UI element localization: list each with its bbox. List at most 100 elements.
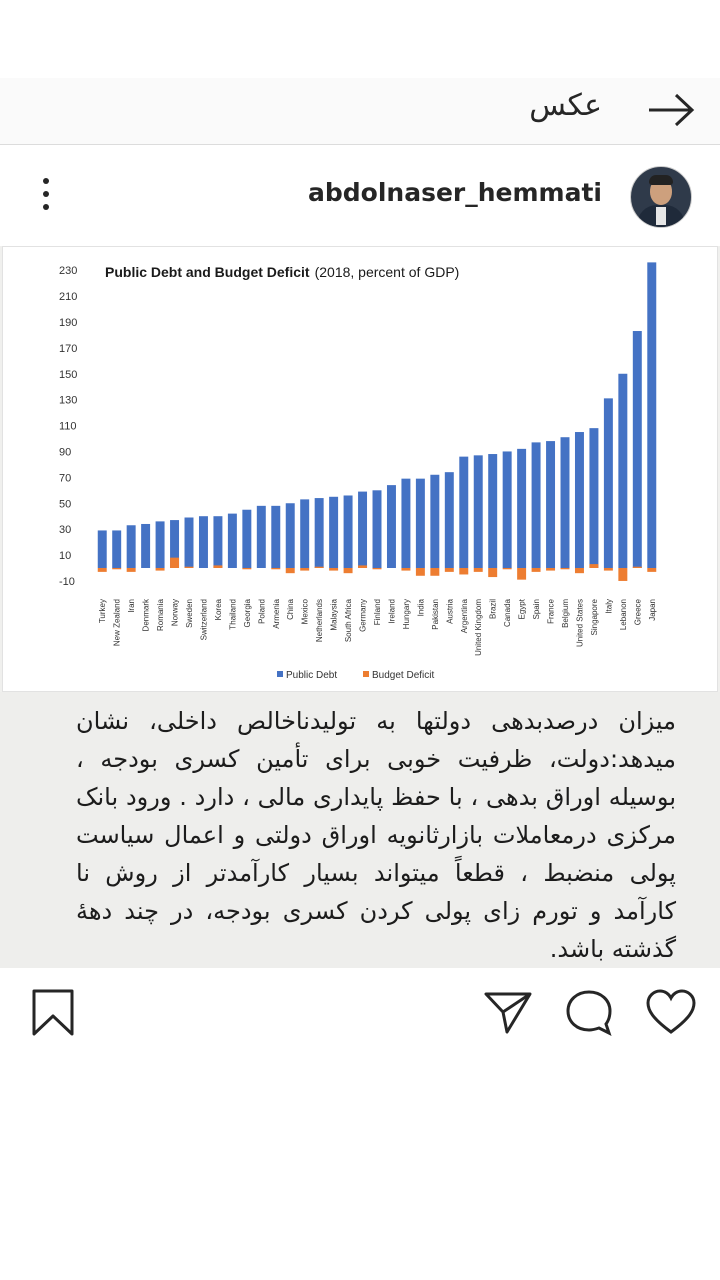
bar-public-debt bbox=[343, 495, 353, 568]
heart-icon[interactable] bbox=[646, 988, 696, 1038]
bar-public-debt bbox=[242, 509, 252, 568]
bar-budget-deficit bbox=[560, 568, 570, 570]
legend-swatch bbox=[277, 671, 283, 677]
post-image: Public Debt and Budget Deficit (2018, per… bbox=[0, 246, 720, 968]
bar-budget-deficit bbox=[459, 568, 469, 575]
x-tick-label: Armenia bbox=[272, 598, 281, 628]
y-tick-label: 70 bbox=[59, 472, 71, 484]
post-caption: میزان درصدبدهی دولتها به تولیدناخالص داخ… bbox=[76, 707, 676, 963]
bar-public-debt bbox=[126, 525, 136, 568]
y-tick-label: -10 bbox=[59, 576, 75, 588]
x-tick-label: Italy bbox=[604, 599, 613, 614]
bar-budget-deficit bbox=[170, 557, 180, 568]
bar-budget-deficit bbox=[546, 568, 556, 571]
bar-budget-deficit bbox=[213, 565, 223, 568]
bar-public-debt bbox=[517, 448, 527, 568]
bar-public-debt bbox=[141, 523, 151, 568]
x-tick-label: Mexico bbox=[301, 598, 310, 624]
y-tick-label: 130 bbox=[59, 395, 77, 407]
bar-budget-deficit bbox=[603, 568, 613, 571]
y-tick-label: 190 bbox=[59, 317, 77, 329]
bar-budget-deficit bbox=[401, 568, 411, 571]
y-tick-label: 10 bbox=[59, 550, 71, 562]
y-tick-label: 210 bbox=[59, 291, 77, 303]
more-vertical-icon[interactable] bbox=[36, 178, 56, 218]
bar-budget-deficit bbox=[358, 565, 368, 568]
x-tick-label: Iran bbox=[127, 599, 136, 613]
bar-public-debt bbox=[459, 456, 469, 568]
bar-budget-deficit bbox=[329, 568, 339, 571]
bar-public-debt bbox=[473, 455, 483, 568]
avatar[interactable] bbox=[630, 166, 692, 228]
bar-public-debt bbox=[531, 442, 541, 568]
bar-budget-deficit bbox=[531, 568, 541, 572]
legend-label: Public Debt bbox=[286, 670, 337, 681]
comment-icon[interactable] bbox=[564, 988, 614, 1038]
x-tick-label: Denmark bbox=[142, 598, 151, 631]
x-tick-label: Thailand bbox=[228, 599, 237, 630]
bar-budget-deficit bbox=[444, 568, 454, 572]
bar-budget-deficit bbox=[618, 568, 628, 581]
bar-public-debt bbox=[314, 498, 324, 568]
x-tick-label: Poland bbox=[257, 599, 266, 624]
x-tick-label: Belgium bbox=[561, 599, 570, 628]
bar-budget-deficit bbox=[502, 568, 512, 570]
arrow-right-icon[interactable] bbox=[646, 90, 698, 130]
bar-public-debt bbox=[444, 472, 454, 568]
x-tick-label: France bbox=[547, 598, 556, 623]
x-tick-label: India bbox=[416, 598, 425, 616]
bar-public-debt bbox=[184, 517, 194, 568]
bar-budget-deficit bbox=[126, 568, 136, 572]
x-tick-label: Turkey bbox=[98, 599, 107, 623]
bar-budget-deficit bbox=[285, 568, 295, 574]
bar-budget-deficit bbox=[488, 568, 498, 578]
bar-public-debt bbox=[574, 432, 584, 568]
x-tick-label: Pakistan bbox=[431, 599, 440, 630]
x-tick-label: Germany bbox=[359, 599, 368, 632]
bar-public-debt bbox=[213, 516, 223, 568]
bar-public-debt bbox=[112, 530, 122, 568]
bar-budget-deficit bbox=[415, 568, 425, 576]
x-tick-label: Spain bbox=[532, 599, 541, 619]
x-tick-label: Ireland bbox=[387, 599, 396, 623]
username[interactable]: abdolnaser_hemmati bbox=[308, 178, 602, 207]
bar-budget-deficit bbox=[517, 568, 527, 580]
bar-public-debt bbox=[271, 505, 281, 568]
x-tick-label: Argentina bbox=[460, 598, 469, 633]
y-tick-label: 230 bbox=[59, 265, 77, 277]
x-tick-label: Hungary bbox=[402, 599, 411, 629]
bar-budget-deficit bbox=[430, 568, 440, 576]
legend-swatch bbox=[363, 671, 369, 677]
bar-public-debt bbox=[198, 516, 208, 568]
x-tick-label: Lebanon bbox=[619, 599, 628, 630]
chart-title: Public Debt and Budget Deficit (2018, per… bbox=[105, 264, 459, 280]
chart-container: Public Debt and Budget Deficit (2018, per… bbox=[2, 246, 718, 692]
send-icon[interactable] bbox=[483, 988, 533, 1038]
x-tick-label: Norway bbox=[171, 599, 180, 626]
bar-budget-deficit bbox=[242, 568, 252, 570]
bar-public-debt bbox=[97, 530, 107, 568]
x-tick-label: Austria bbox=[445, 598, 454, 623]
bar-public-debt bbox=[155, 521, 165, 568]
bar-public-debt bbox=[415, 478, 425, 568]
bar-public-debt bbox=[502, 451, 512, 568]
y-tick-label: 110 bbox=[59, 421, 77, 433]
x-tick-label: South Africa bbox=[344, 598, 353, 642]
x-tick-label: Greece bbox=[633, 598, 642, 625]
caption-area: میزان درصدبدهی دولتها به تولیدناخالص داخ… bbox=[0, 692, 720, 968]
x-tick-label: Finland bbox=[373, 599, 382, 625]
bar-budget-deficit bbox=[647, 568, 657, 572]
bookmark-icon[interactable] bbox=[28, 988, 78, 1038]
x-tick-label: Switzerland bbox=[199, 599, 208, 640]
bar-budget-deficit bbox=[343, 568, 353, 574]
bar-budget-deficit bbox=[314, 566, 324, 568]
bar-budget-deficit bbox=[589, 564, 599, 568]
x-tick-label: China bbox=[286, 598, 295, 619]
post-header: abdolnaser_hemmati bbox=[0, 150, 720, 246]
x-tick-label: Singapore bbox=[590, 598, 599, 635]
top-bar: عکس bbox=[0, 78, 720, 145]
x-tick-label: United Kingdom bbox=[474, 599, 483, 656]
x-tick-label: Korea bbox=[214, 598, 223, 620]
bar-public-debt bbox=[632, 331, 642, 568]
page-title: عکس bbox=[529, 88, 602, 123]
